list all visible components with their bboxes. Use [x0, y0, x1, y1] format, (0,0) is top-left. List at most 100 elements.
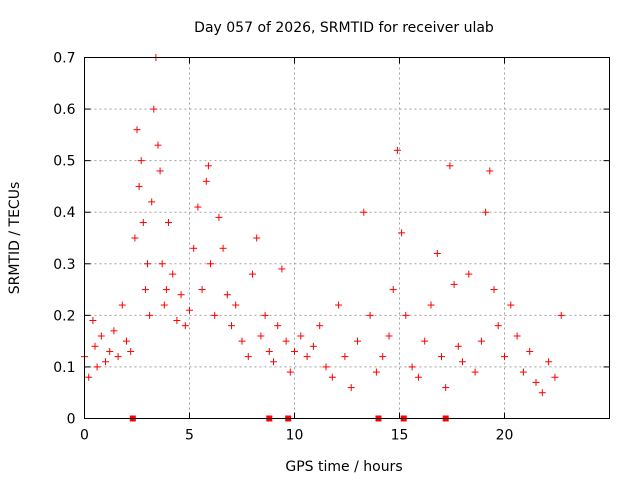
x-tick-label: 0: [80, 428, 89, 444]
data-point: [433, 249, 441, 257]
data-point: [486, 167, 494, 175]
data-point: [215, 213, 223, 221]
data-point: [442, 384, 450, 392]
data-points: [81, 54, 565, 397]
data-point: [507, 301, 515, 309]
data-point: [198, 286, 206, 294]
data-point: [335, 301, 343, 309]
data-point: [379, 353, 387, 361]
data-point: [137, 157, 145, 165]
y-tick-label: 0.2: [53, 308, 75, 324]
data-point: [114, 353, 122, 361]
data-point: [282, 337, 290, 345]
data-point: [309, 342, 317, 350]
data-point: [219, 244, 227, 252]
data-point: [372, 368, 380, 376]
data-point: [118, 301, 126, 309]
data-point: [454, 342, 462, 350]
data-point: [106, 347, 114, 355]
data-point: [408, 363, 416, 371]
data-point: [538, 389, 546, 397]
data-point: [123, 337, 130, 345]
data-point: [139, 219, 147, 227]
data-point: [494, 322, 502, 330]
data-point: [274, 322, 282, 330]
data-point: [513, 332, 521, 340]
y-tick-label: 0.6: [53, 102, 75, 118]
data-point: [160, 301, 168, 309]
data-point: [261, 311, 269, 319]
x-tick-label: 20: [496, 428, 514, 444]
data-point: [207, 260, 214, 268]
data-point: [265, 347, 273, 355]
data-point: [303, 353, 311, 361]
data-point: [127, 347, 135, 355]
data-point: [477, 337, 485, 345]
data-point: [545, 358, 553, 366]
data-point: [501, 353, 508, 361]
data-point: [253, 234, 261, 242]
data-point: [133, 126, 141, 134]
data-point: [228, 322, 235, 330]
data-point: [249, 270, 256, 278]
data-point: [459, 358, 466, 366]
data-point: [450, 280, 458, 288]
data-point: [146, 311, 154, 319]
data-point: [244, 353, 252, 361]
data-point: [135, 182, 143, 190]
y-tick-label: 0.7: [53, 51, 75, 67]
data-point: [110, 327, 118, 335]
data-point: [402, 311, 410, 319]
data-point: [557, 311, 565, 319]
data-point: [297, 332, 305, 340]
data-point: [150, 105, 158, 113]
grid-layer: [84, 57, 610, 419]
x-tick-label: 15: [391, 428, 409, 444]
data-point: [446, 162, 454, 170]
data-point: [148, 198, 156, 206]
data-point: [211, 311, 219, 319]
data-point: [519, 368, 527, 376]
data-point: [278, 265, 286, 273]
data-point: [190, 244, 198, 252]
y-tick-label: 0: [67, 412, 76, 428]
data-point: [238, 337, 246, 345]
data-point: [131, 234, 139, 242]
y-tick-label: 0.5: [53, 154, 75, 170]
data-point: [465, 270, 473, 278]
x-tick-labels: 0 5 10 15 20: [80, 428, 513, 444]
data-point: [393, 146, 401, 154]
data-point: [427, 301, 435, 309]
y-tick-label: 0.1: [53, 360, 75, 376]
y-tick-label: 0.3: [53, 257, 75, 273]
data-point: [438, 353, 445, 361]
data-point: [93, 363, 101, 371]
data-point: [490, 286, 498, 294]
tick-marks: [84, 57, 610, 419]
data-point: [186, 306, 193, 314]
data-point: [173, 317, 181, 325]
y-axis-label: SRMTID / TECUs: [7, 182, 23, 295]
data-point: [360, 208, 368, 216]
data-point: [204, 162, 212, 170]
data-point: [85, 373, 93, 381]
data-point: [89, 317, 97, 325]
data-point: [257, 332, 265, 340]
data-point: [181, 322, 189, 330]
data-point: [165, 219, 172, 227]
data-point: [194, 203, 202, 211]
data-point: [102, 358, 109, 366]
data-point: [141, 286, 149, 294]
data-point: [328, 373, 336, 381]
data-point: [97, 332, 105, 340]
data-point: [482, 208, 490, 216]
data-point: [414, 373, 422, 381]
data-point: [385, 332, 393, 340]
data-point: [169, 270, 177, 278]
data-point: [389, 286, 397, 294]
data-point: [421, 337, 429, 345]
data-point: [551, 373, 559, 381]
data-point: [177, 291, 185, 299]
data-point: [471, 368, 479, 376]
